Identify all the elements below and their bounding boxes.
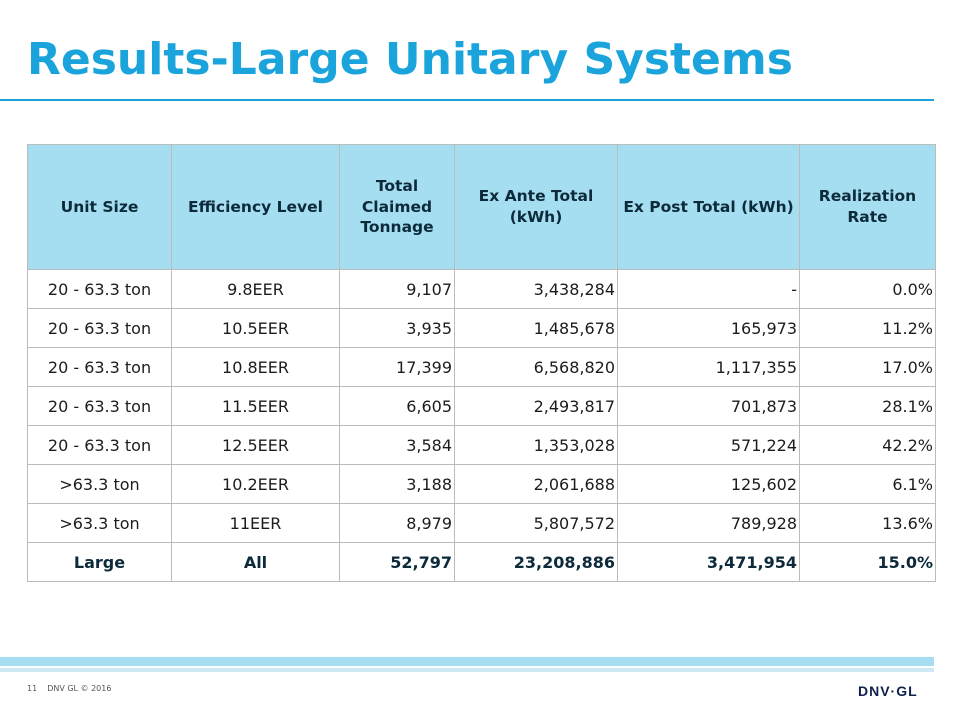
cell-claimed-tonnage: 3,188 xyxy=(339,464,455,504)
results-table: Unit Size Efficiency Level Total Claimed… xyxy=(27,144,936,582)
dnvgl-logo: DNV·GL xyxy=(858,683,918,699)
total-ex-ante: 23,208,886 xyxy=(454,542,618,582)
cell-ex-ante-total: 2,493,817 xyxy=(454,386,618,426)
table-row: >63.3 ton 11EER 8,979 5,807,572 789,928 … xyxy=(27,503,936,543)
footer-band xyxy=(0,657,934,666)
cell-efficiency-level: 10.2EER xyxy=(171,464,340,504)
cell-ex-ante-total: 5,807,572 xyxy=(454,503,618,543)
cell-unit-size: 20 - 63.3 ton xyxy=(27,386,172,426)
cell-efficiency-level: 11EER xyxy=(171,503,340,543)
table-row: 20 - 63.3 ton 10.8EER 17,399 6,568,820 1… xyxy=(27,347,936,387)
cell-ex-post-total: 789,928 xyxy=(617,503,800,543)
header-realization-rate: Realization Rate xyxy=(799,144,936,270)
cell-realization-rate: 42.2% xyxy=(799,425,936,465)
page-number: 11 xyxy=(27,684,38,693)
cell-claimed-tonnage: 3,935 xyxy=(339,308,455,348)
cell-ex-ante-total: 6,568,820 xyxy=(454,347,618,387)
header-ex-post-total: Ex Post Total (kWh) xyxy=(617,144,800,270)
cell-realization-rate: 17.0% xyxy=(799,347,936,387)
cell-unit-size: >63.3 ton xyxy=(27,464,172,504)
cell-claimed-tonnage: 6,605 xyxy=(339,386,455,426)
cell-ex-post-total: 701,873 xyxy=(617,386,800,426)
footer-band-light xyxy=(0,668,934,672)
cell-unit-size: >63.3 ton xyxy=(27,503,172,543)
cell-ex-post-total: 125,602 xyxy=(617,464,800,504)
cell-claimed-tonnage: 17,399 xyxy=(339,347,455,387)
cell-efficiency-level: 12.5EER xyxy=(171,425,340,465)
cell-efficiency-level: 10.8EER xyxy=(171,347,340,387)
total-unit-size: Large xyxy=(27,542,172,582)
total-ex-post: 3,471,954 xyxy=(617,542,800,582)
cell-efficiency-level: 9.8EER xyxy=(171,269,340,309)
cell-claimed-tonnage: 9,107 xyxy=(339,269,455,309)
cell-realization-rate: 0.0% xyxy=(799,269,936,309)
cell-efficiency-level: 10.5EER xyxy=(171,308,340,348)
table-row: 20 - 63.3 ton 9.8EER 9,107 3,438,284 - 0… xyxy=(27,269,936,309)
cell-ex-ante-total: 1,485,678 xyxy=(454,308,618,348)
cell-unit-size: 20 - 63.3 ton xyxy=(27,425,172,465)
cell-realization-rate: 6.1% xyxy=(799,464,936,504)
title-underline xyxy=(0,99,934,101)
table-header-row: Unit Size Efficiency Level Total Claimed… xyxy=(27,144,936,270)
footer-text: 11 DNV GL © 2016 xyxy=(27,684,121,693)
cell-ex-post-total: 1,117,355 xyxy=(617,347,800,387)
cell-realization-rate: 13.6% xyxy=(799,503,936,543)
cell-unit-size: 20 - 63.3 ton xyxy=(27,347,172,387)
cell-unit-size: 20 - 63.3 ton xyxy=(27,269,172,309)
cell-realization-rate: 11.2% xyxy=(799,308,936,348)
header-ex-ante-total: Ex Ante Total (kWh) xyxy=(454,144,618,270)
cell-claimed-tonnage: 3,584 xyxy=(339,425,455,465)
copyright: DNV GL © 2016 xyxy=(47,684,112,693)
header-total-claimed-tonnage: Total Claimed Tonnage xyxy=(339,144,455,270)
cell-ex-post-total: 571,224 xyxy=(617,425,800,465)
cell-efficiency-level: 11.5EER xyxy=(171,386,340,426)
table-row: 20 - 63.3 ton 10.5EER 3,935 1,485,678 16… xyxy=(27,308,936,348)
cell-ex-post-total: - xyxy=(617,269,800,309)
total-claimed-tonnage: 52,797 xyxy=(339,542,455,582)
total-realization-rate: 15.0% xyxy=(799,542,936,582)
table-total-row: Large All 52,797 23,208,886 3,471,954 15… xyxy=(27,542,936,582)
cell-claimed-tonnage: 8,979 xyxy=(339,503,455,543)
table-row: >63.3 ton 10.2EER 3,188 2,061,688 125,60… xyxy=(27,464,936,504)
header-unit-size: Unit Size xyxy=(27,144,172,270)
cell-ex-ante-total: 2,061,688 xyxy=(454,464,618,504)
table-row: 20 - 63.3 ton 12.5EER 3,584 1,353,028 57… xyxy=(27,425,936,465)
cell-ex-ante-total: 3,438,284 xyxy=(454,269,618,309)
cell-realization-rate: 28.1% xyxy=(799,386,936,426)
slide-title: Results-Large Unitary Systems xyxy=(27,34,793,85)
cell-ex-post-total: 165,973 xyxy=(617,308,800,348)
cell-unit-size: 20 - 63.3 ton xyxy=(27,308,172,348)
total-efficiency-level: All xyxy=(171,542,340,582)
cell-ex-ante-total: 1,353,028 xyxy=(454,425,618,465)
header-efficiency-level: Efficiency Level xyxy=(171,144,340,270)
table-row: 20 - 63.3 ton 11.5EER 6,605 2,493,817 70… xyxy=(27,386,936,426)
